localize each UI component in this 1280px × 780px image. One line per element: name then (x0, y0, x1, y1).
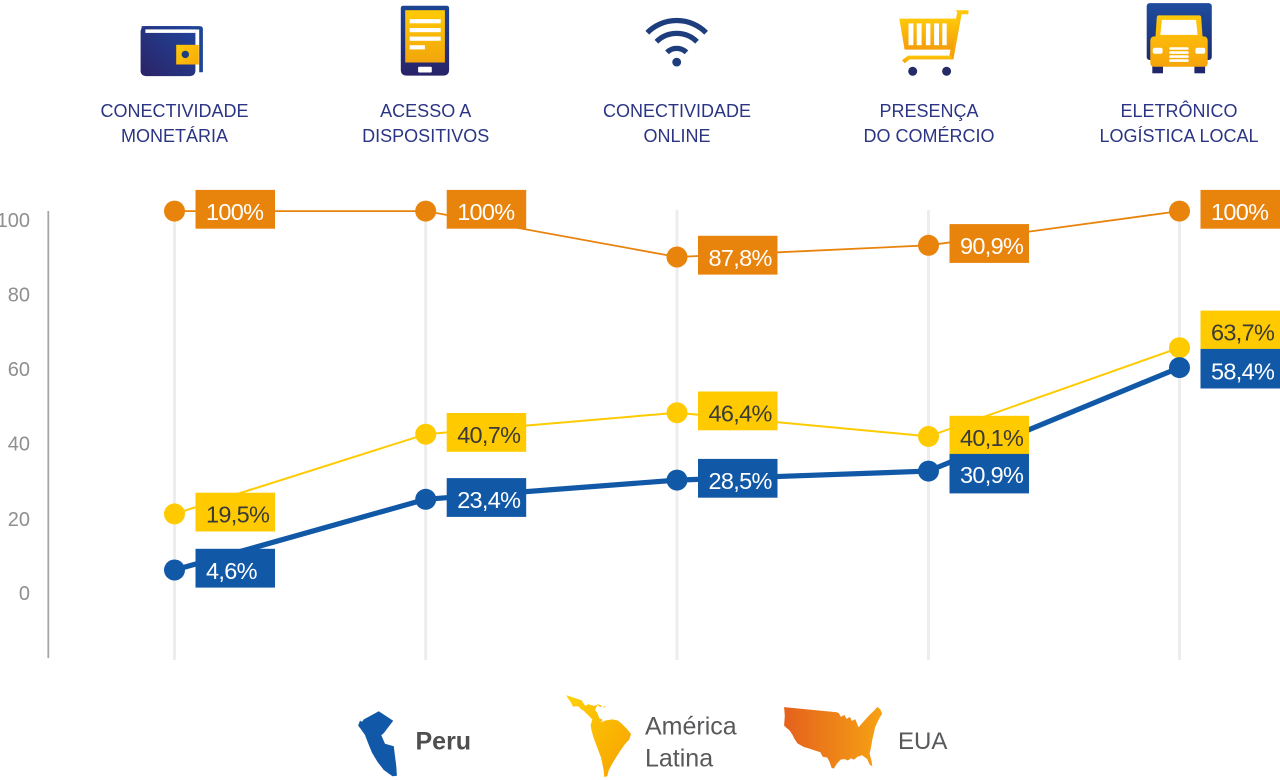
svg-text:19,5%: 19,5% (206, 502, 270, 528)
svg-text:60: 60 (8, 359, 30, 381)
svg-text:90,9%: 90,9% (960, 233, 1024, 259)
svg-text:80: 80 (8, 284, 30, 306)
svg-text:63,7%: 63,7% (1211, 320, 1275, 346)
svg-text:EUA: EUA (898, 728, 947, 755)
svg-text:100%: 100% (206, 199, 264, 225)
svg-text:4,6%: 4,6% (206, 558, 258, 584)
svg-text:40,1%: 40,1% (960, 425, 1024, 451)
svg-text:ACESSO A: ACESSO A (380, 101, 471, 121)
svg-text:Peru: Peru (416, 728, 472, 756)
svg-text:LOGÍSTICA LOCAL: LOGÍSTICA LOCAL (1099, 126, 1258, 146)
svg-text:CONECTIVIDADE: CONECTIVIDADE (100, 101, 248, 121)
svg-text:28,5%: 28,5% (709, 468, 773, 494)
svg-text:ONLINE: ONLINE (643, 126, 710, 146)
svg-text:23,4%: 23,4% (457, 487, 521, 513)
svg-text:100%: 100% (1211, 199, 1269, 225)
svg-text:40: 40 (8, 433, 30, 455)
svg-text:PRESENÇA: PRESENÇA (879, 101, 978, 121)
svg-text:Latina: Latina (645, 745, 713, 773)
svg-text:ELETRÔNICO: ELETRÔNICO (1120, 100, 1237, 121)
svg-text:87,8%: 87,8% (709, 245, 773, 271)
svg-text:30,9%: 30,9% (960, 462, 1024, 488)
svg-text:100: 100 (0, 210, 30, 232)
svg-text:DISPOSITIVOS: DISPOSITIVOS (362, 126, 489, 146)
svg-text:0: 0 (19, 583, 30, 605)
svg-text:América: América (645, 713, 737, 741)
svg-text:20: 20 (8, 509, 30, 531)
svg-text:DO COMÉRCIO: DO COMÉRCIO (863, 126, 994, 146)
svg-text:58,4%: 58,4% (1211, 358, 1275, 384)
svg-text:CONECTIVIDADE: CONECTIVIDADE (603, 101, 751, 121)
svg-text:MONETÁRIA: MONETÁRIA (121, 126, 228, 146)
svg-text:100%: 100% (457, 199, 515, 225)
svg-text:40,7%: 40,7% (457, 422, 521, 448)
svg-text:46,4%: 46,4% (709, 401, 773, 427)
